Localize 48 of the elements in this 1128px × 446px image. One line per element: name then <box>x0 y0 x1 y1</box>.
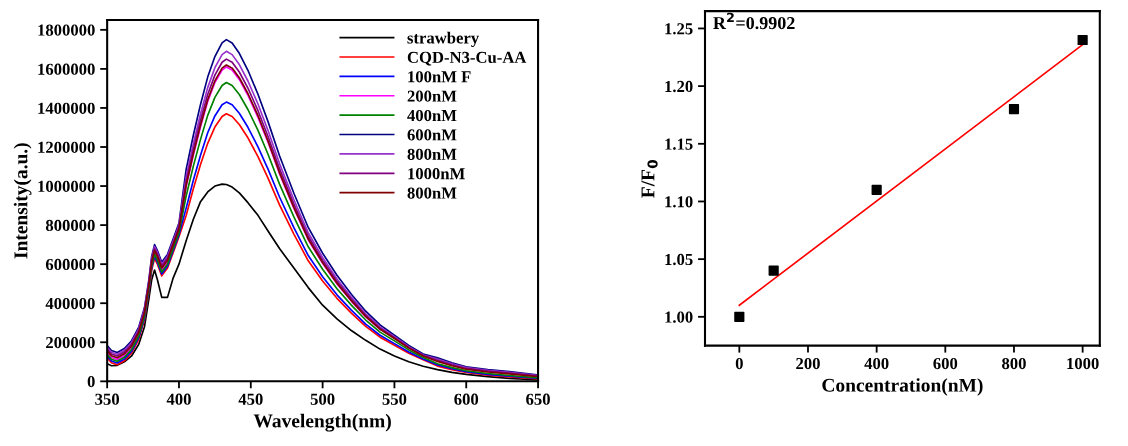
y-tick-label: 1.15 <box>665 138 693 150</box>
y-tick-label: 1.05 <box>665 253 693 266</box>
y-tick-label: 1.25 <box>665 23 693 35</box>
legend-label: 400nM <box>407 109 457 122</box>
y-axis-title: Intensity(a.u.) <box>13 143 32 259</box>
point <box>734 311 745 322</box>
y-tick-label: 1600000 <box>38 63 95 75</box>
x-tick-label: 400 <box>166 393 191 405</box>
x-tick-label: 800 <box>1002 357 1026 370</box>
x-tick-label: 600 <box>933 357 958 370</box>
legend-label: 200nM <box>407 90 457 102</box>
legend-label: 800nM <box>407 148 457 160</box>
y-axis-title: F/F$_{0}$ <box>641 159 658 198</box>
x-tick-label: 650 <box>526 393 550 405</box>
legend-label: 100nM F <box>408 71 471 83</box>
x-tick-label: 1000 <box>1067 357 1099 370</box>
x-axis-title: Concentration(nM) <box>822 378 983 396</box>
x-tick-label: 400 <box>864 357 889 370</box>
point <box>768 265 779 276</box>
legend-label: 800nM <box>407 187 457 199</box>
x-tick-label: 500 <box>310 393 335 405</box>
y-tick-label: 1.10 <box>665 196 693 208</box>
point <box>871 184 882 196</box>
legend-label: CQD-N3-Cu-AA <box>407 51 527 66</box>
legend-label: 600nM <box>407 129 457 141</box>
y-tick-label: 1000000 <box>38 180 95 192</box>
y-tick-label: 1200000 <box>38 141 95 153</box>
y-tick-label: 0 <box>87 376 95 388</box>
x-tick-label: 450 <box>238 393 263 405</box>
legend-label: strawbery <box>407 31 479 47</box>
y-tick-label: 800000 <box>45 219 95 232</box>
y-tick-label: 600000 <box>45 258 95 271</box>
y-tick-label: 1.00 <box>665 311 693 323</box>
x-tick-label: 0 <box>735 357 743 370</box>
legend-label: 1000nM <box>408 168 465 180</box>
x-axis-title: Wavelength(nm) <box>253 413 391 432</box>
y-tick-label: 1400000 <box>38 102 95 114</box>
y-tick-label: 1.20 <box>665 80 693 93</box>
point <box>1008 104 1020 115</box>
point <box>1077 34 1088 46</box>
x-tick-label: 350 <box>95 393 120 405</box>
x-tick-label: 550 <box>382 393 407 405</box>
y-tick-label: 400000 <box>45 297 95 310</box>
x-tick-label: 600 <box>454 393 479 405</box>
annotation: R$^{2}$=0.9902 <box>713 12 795 30</box>
y-tick-label: 1800000 <box>38 24 95 36</box>
y-tick-label: 200000 <box>46 336 95 349</box>
x-tick-label: 200 <box>796 357 820 370</box>
